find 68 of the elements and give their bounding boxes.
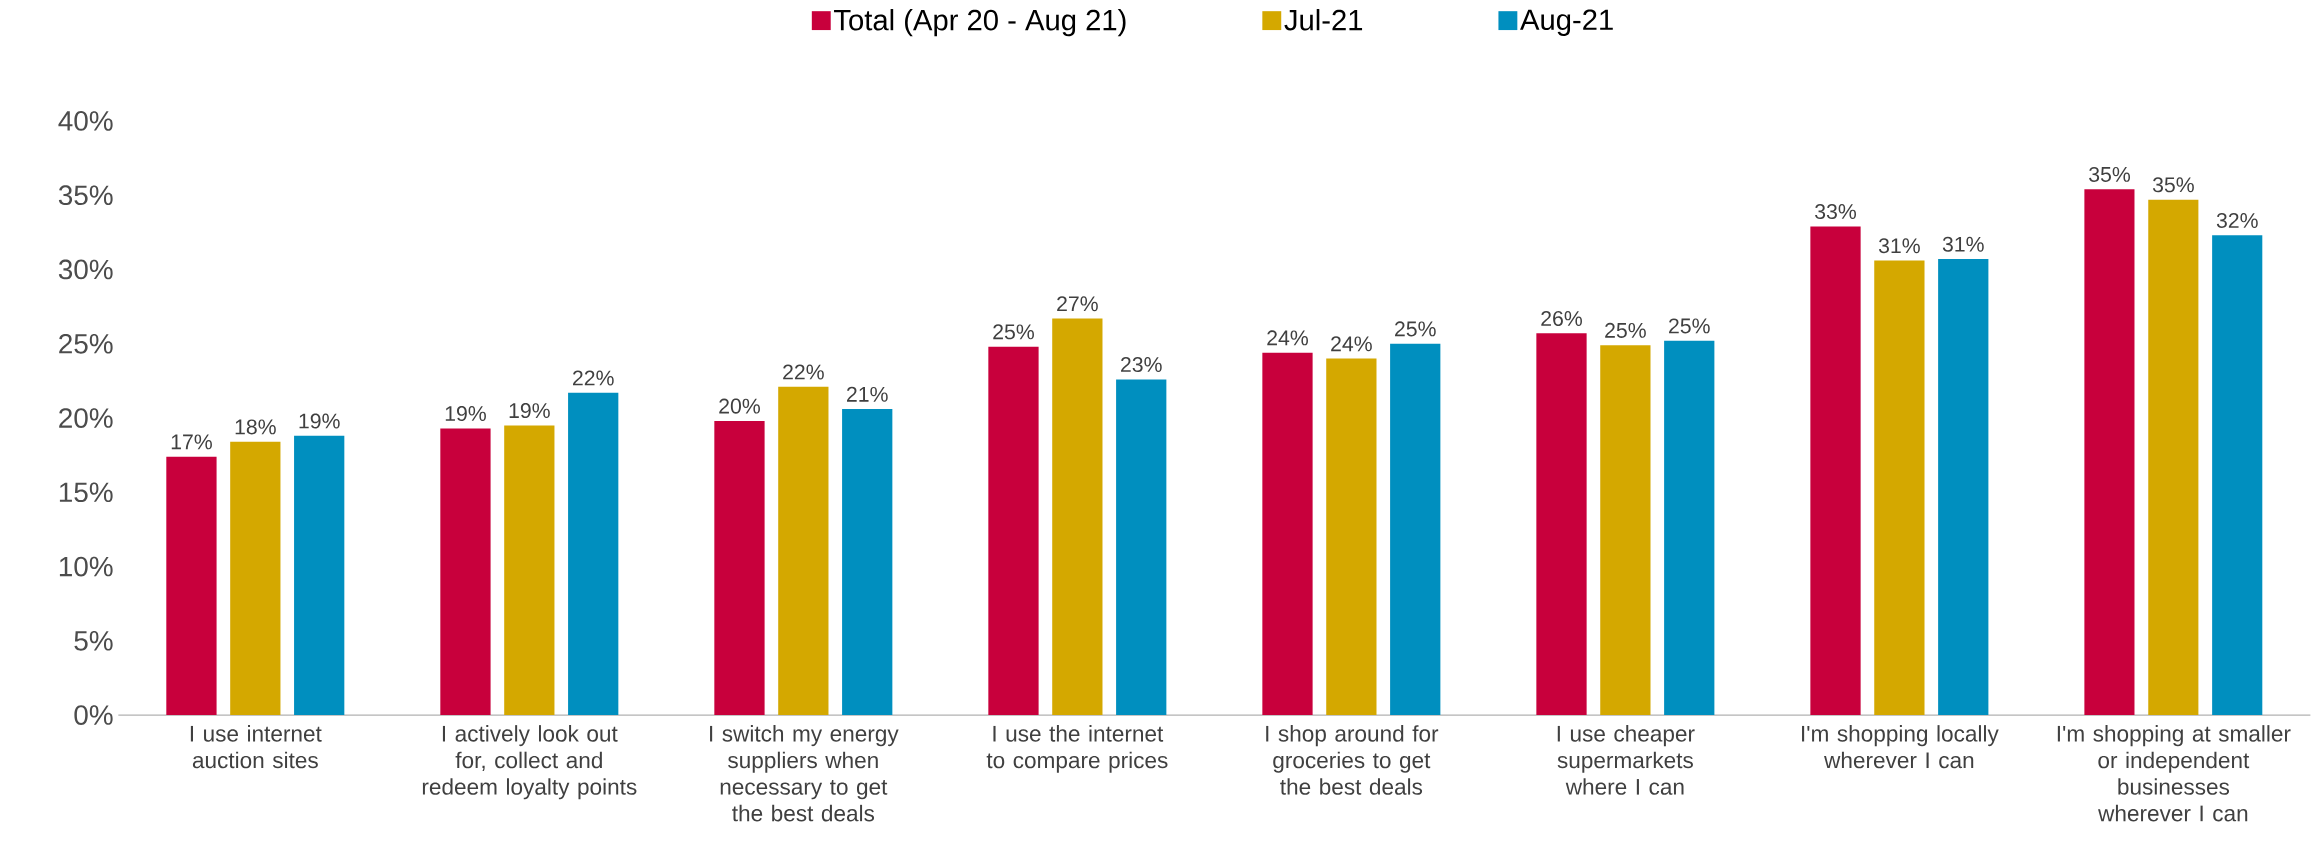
- legend-label: Aug-21: [1520, 9, 1613, 36]
- data-label: 35%: [2152, 177, 2194, 193]
- bar: [1262, 352, 1313, 716]
- bar: [988, 346, 1039, 716]
- x-tick-label: I'm shopping at smaller or independent businesses wherever I can: [2057, 725, 2291, 822]
- bar: [842, 409, 893, 716]
- y-tick-label: 10%: [59, 556, 113, 577]
- data-label: 23%: [1121, 357, 1162, 373]
- data-label: 21%: [847, 386, 888, 402]
- data-label: 24%: [1267, 330, 1308, 346]
- data-label: 20%: [719, 398, 760, 414]
- data-label: 24%: [1331, 336, 1372, 352]
- bar: [568, 392, 619, 716]
- bar: [1664, 340, 1715, 716]
- x-tick-label: I use the internet to compare prices: [986, 725, 1168, 773]
- data-label: 19%: [509, 403, 550, 419]
- bar: [1326, 358, 1377, 716]
- data-label: 25%: [1669, 318, 1710, 334]
- y-tick-label: 30%: [58, 259, 113, 280]
- data-label: 25%: [993, 324, 1034, 340]
- data-label: 19%: [445, 406, 486, 422]
- bar: [1938, 259, 1989, 716]
- y-tick-label: 5%: [74, 631, 113, 651]
- x-tick-label: I use internet auction sites: [190, 725, 322, 769]
- bar: [1390, 343, 1441, 716]
- bar: [2212, 235, 2263, 716]
- data-label: 17%: [171, 434, 212, 450]
- bar: [1874, 260, 1925, 716]
- data-label: 33%: [1815, 204, 1857, 220]
- data-label: 35%: [2089, 166, 2131, 182]
- legend-label: Total (Apr 20 - Aug 21): [834, 9, 1126, 37]
- bar: [1116, 379, 1167, 716]
- y-tick-label: 35%: [58, 185, 113, 206]
- data-label: 32%: [2216, 212, 2258, 228]
- y-tick-label: 20%: [59, 408, 113, 428]
- bar: [1600, 345, 1651, 716]
- bar: [1536, 333, 1587, 716]
- data-label: 31%: [1878, 238, 1920, 254]
- data-label: 26%: [1541, 310, 1583, 327]
- bar: [504, 425, 555, 716]
- bar: [2148, 199, 2199, 716]
- data-label: 22%: [783, 364, 824, 380]
- data-label: 18%: [235, 419, 276, 435]
- bar: [230, 441, 281, 716]
- bar: [1052, 318, 1103, 716]
- x-tick-label: I use cheaper supermarkets where I can: [1557, 725, 1695, 795]
- x-tick-label: I actively look out for, collect and redeem loyalty points: [422, 725, 637, 800]
- y-tick-label: 0%: [74, 705, 113, 725]
- data-label: 27%: [1057, 296, 1098, 312]
- data-label: 22%: [573, 370, 614, 386]
- x-tick-label: I shop around for groceries to get the best deals: [1266, 725, 1439, 795]
- y-tick-label: 40%: [58, 111, 113, 131]
- y-tick-label: 15%: [59, 482, 113, 503]
- bar: [714, 420, 765, 716]
- y-tick-label: 25%: [59, 333, 113, 354]
- bar: [166, 456, 217, 716]
- bar: [2084, 189, 2135, 716]
- bar: [440, 428, 491, 716]
- bar: [294, 435, 345, 716]
- x-tick-label: I switch my energy suppliers when necessary to get the best deals: [710, 725, 899, 822]
- data-label: 19%: [299, 413, 340, 429]
- data-label: 31%: [1942, 236, 1984, 252]
- data-label: 25%: [1605, 322, 1646, 338]
- legend-label: Jul-21: [1284, 9, 1363, 31]
- x-tick-label: I'm shopping locally wherever I can: [1802, 725, 1999, 769]
- bar: [1810, 226, 1861, 716]
- data-label: 25%: [1395, 321, 1436, 337]
- bar: [778, 386, 829, 716]
